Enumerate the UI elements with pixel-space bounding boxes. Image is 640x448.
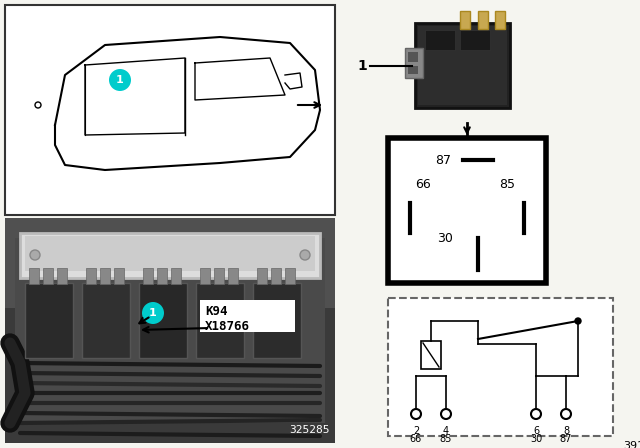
Bar: [214, 268, 224, 284]
Bar: [253, 283, 301, 358]
Text: 1: 1: [149, 308, 157, 318]
Bar: [29, 268, 39, 284]
Text: 30: 30: [530, 434, 542, 444]
Text: 1: 1: [357, 59, 367, 73]
Bar: [388, 298, 613, 436]
Bar: [114, 268, 124, 284]
Bar: [5, 218, 335, 308]
Text: 1: 1: [116, 75, 124, 85]
Bar: [25, 283, 73, 358]
Bar: [20, 233, 320, 278]
Bar: [25, 236, 315, 271]
Bar: [196, 283, 244, 358]
Circle shape: [109, 69, 131, 91]
Bar: [200, 300, 295, 332]
Text: 87: 87: [435, 154, 451, 167]
Bar: [405, 48, 423, 78]
Bar: [421, 341, 441, 369]
Bar: [139, 283, 187, 358]
Bar: [478, 11, 488, 29]
Bar: [157, 268, 167, 284]
Text: 85: 85: [440, 434, 452, 444]
Bar: [86, 268, 96, 284]
Circle shape: [142, 302, 164, 324]
Bar: [82, 283, 130, 358]
Text: K94
X18766: K94 X18766: [205, 305, 250, 333]
Bar: [415, 23, 510, 108]
Bar: [425, 30, 455, 50]
Bar: [271, 268, 281, 284]
Text: 4: 4: [443, 426, 449, 436]
Bar: [171, 268, 181, 284]
Circle shape: [300, 250, 310, 260]
Bar: [460, 11, 470, 29]
Circle shape: [531, 409, 541, 419]
Bar: [285, 268, 295, 284]
Bar: [15, 238, 325, 423]
Circle shape: [441, 409, 451, 419]
Text: 2: 2: [413, 426, 419, 436]
Text: 66: 66: [415, 178, 431, 191]
Bar: [408, 52, 418, 62]
Bar: [408, 66, 418, 74]
Bar: [418, 26, 507, 105]
Circle shape: [561, 409, 571, 419]
Text: 30: 30: [437, 232, 453, 245]
Bar: [495, 11, 505, 29]
Bar: [388, 138, 546, 283]
Bar: [228, 268, 238, 284]
Bar: [143, 268, 153, 284]
Bar: [257, 268, 267, 284]
Bar: [100, 268, 110, 284]
Circle shape: [411, 409, 421, 419]
Bar: [5, 218, 335, 443]
Text: 6: 6: [533, 426, 539, 436]
Text: 8: 8: [563, 426, 569, 436]
Text: 66: 66: [410, 434, 422, 444]
Circle shape: [30, 250, 40, 260]
Circle shape: [575, 318, 581, 324]
Bar: [57, 268, 67, 284]
Text: 85: 85: [499, 178, 515, 191]
Text: 325285: 325285: [289, 425, 330, 435]
Bar: [460, 30, 490, 50]
Bar: [5, 5, 335, 215]
Text: 391585: 391585: [623, 441, 640, 448]
Bar: [200, 268, 210, 284]
Text: 87: 87: [560, 434, 572, 444]
Bar: [43, 268, 53, 284]
